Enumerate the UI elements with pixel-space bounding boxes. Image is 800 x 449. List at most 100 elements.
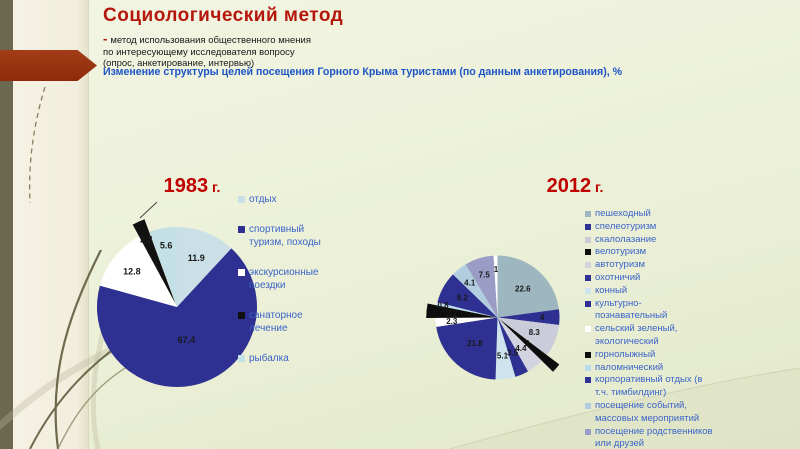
side-bar	[0, 0, 13, 449]
legend-label: пешеходный	[595, 208, 651, 219]
legend-item: рыбалка	[238, 352, 330, 365]
pie-slice-посещение-событий,-массовых-мероприятий	[452, 264, 498, 318]
slice-value-label: 21.8	[467, 339, 483, 348]
legend-item: велотуризм	[585, 246, 750, 259]
slice-value-label: 8.2	[457, 294, 469, 303]
legend-label: спортивный туризм, походы	[249, 224, 321, 248]
slice-value-label: 5.6	[160, 241, 173, 251]
legend-item: спортивный туризм, походы	[238, 223, 330, 249]
definition-dash: -	[103, 31, 108, 46]
legend-label: конный	[595, 284, 628, 296]
legend-item: культурно- познавательный	[585, 298, 750, 324]
legend-item: корпоративный отдых (в т.ч. тимбилдинг)	[585, 374, 750, 400]
legend-label: автотуризм	[595, 259, 646, 271]
definition-text: - метод использования общественного мнени…	[103, 31, 311, 70]
legend-item: экскурсионные поездки	[238, 266, 330, 292]
legend-item: санаторное лечение	[238, 309, 330, 335]
pie-chart-1983: 11.9 67.4 12.8 2.3 5.6	[97, 201, 257, 387]
definition-line-3: (опрос, анкетирование, интервью)	[103, 58, 255, 69]
legend-marker	[238, 226, 245, 233]
legend-item: охотничий	[585, 272, 750, 285]
slice-value-label: 7.5	[479, 271, 491, 280]
pie-slice-велотуризм	[499, 318, 560, 372]
legend-item: пешеходный	[585, 208, 750, 221]
pie-slice-спортивный-туризм,-походы	[97, 248, 257, 387]
pie-chart-2012: 22.6 4 8.3 24.43.55.1 21.8 2.33.20.8 8.2 4.17.5…	[426, 255, 560, 380]
pie-slice-экскурсионные-поездки	[99, 236, 177, 307]
legend-label: корпоративный отдых (в т.ч. тимбилдинг)	[595, 374, 703, 399]
page-title: Социологический метод	[103, 5, 344, 26]
pie-slice-посещение-родственников-или-друзей	[465, 255, 498, 318]
year-suffix: г.	[208, 179, 221, 195]
legend-item: горнолыжный	[585, 349, 750, 362]
year-label: 1983	[163, 175, 209, 197]
legend-marker	[585, 351, 591, 358]
legend-item: автотуризм	[585, 259, 750, 272]
slice-value-label: 11.9	[188, 253, 205, 263]
legend-marker	[585, 402, 591, 409]
legend-item: отдых	[238, 193, 330, 206]
legend-label: охотничий	[595, 271, 641, 283]
pie-slice-скалолазание	[497, 317, 560, 355]
pie-slice-рыбалка	[149, 227, 177, 307]
slice-value-label: 5.1	[497, 351, 509, 360]
legend-label: культурно- познавательный	[595, 297, 668, 322]
legend-label: рыбалка	[249, 353, 289, 364]
legend-marker	[585, 274, 591, 281]
legend-label: посещение родственников или друзей	[595, 425, 713, 449]
legend-marker	[238, 269, 245, 276]
legend-marker	[585, 326, 591, 333]
pie-slice-сельский-зеленый,-экологический	[435, 317, 498, 327]
pie-slice-горнолыжный	[426, 303, 498, 318]
slice-value-label: 12.8	[123, 266, 141, 276]
label-leader-line	[139, 201, 158, 219]
definition-line-1: метод использования общественного мнения	[110, 35, 311, 46]
pie-slice-санаторное-лечение	[132, 219, 176, 304]
slice-value-label: 3.5	[507, 349, 519, 358]
pie-slice-культурно--познавательный	[436, 317, 498, 380]
legend-marker	[585, 249, 591, 256]
legend-marker	[238, 312, 245, 319]
pie-slice-конный	[495, 317, 516, 380]
slice-value-label: 22.6	[515, 284, 531, 293]
legend-marker	[585, 236, 591, 243]
legend-marker	[585, 428, 591, 435]
legend-item: сельский зеленый, экологический	[585, 323, 750, 349]
legend-marker	[585, 287, 591, 294]
legend-marker	[585, 364, 591, 371]
chart-title-2012: 2012 г.	[500, 175, 650, 198]
slice-value-label: 67.4	[178, 335, 196, 345]
legend-label: паломнический	[595, 361, 664, 373]
year-suffix: г.	[591, 179, 604, 195]
legend-item: посещение родственников или друзей	[585, 426, 750, 449]
pie-slice-корпоративный-отдых-(в-т.ч.-тимбилдинг)	[437, 274, 498, 318]
pie-slice-охотничий	[497, 317, 529, 377]
pie-slice-пешеходный	[497, 255, 559, 318]
legend-marker	[238, 355, 245, 362]
legend-marker	[585, 223, 591, 230]
legend-label: велотуризм	[595, 246, 647, 258]
legend-marker	[585, 300, 591, 307]
legend-label: экскурсионные поездки	[249, 267, 319, 291]
slice-value-label: 4.1	[464, 278, 476, 287]
legend-2012: пешеходный спелеотуризм скалолазание велоту…	[585, 208, 750, 449]
pie-slice-автотуризм	[497, 317, 542, 372]
definition-line-2: по интересующему исследователя вопросу	[103, 46, 295, 58]
slice-value-label: 0.8	[438, 301, 450, 310]
slice-value-label: 1	[494, 265, 499, 274]
legend-item: скалолазание	[585, 234, 750, 247]
slice-value-label: 2.3	[446, 317, 458, 326]
legend-label: спелеотуризм	[595, 220, 657, 232]
slice-value-label: 2	[525, 339, 530, 348]
legend-label: санаторное лечение	[249, 310, 303, 334]
legend-marker	[585, 211, 591, 217]
pie-slice-unlabeled	[493, 255, 498, 318]
slice-value-label: 3.2	[446, 309, 458, 318]
slice-value-label: 4	[540, 313, 545, 322]
legend-label: посещение событий, массовых мероприятий	[595, 399, 700, 424]
legend-item: паломнический	[585, 362, 750, 375]
slice-value-label: 4.4	[515, 344, 527, 353]
pie-slice-паломнический	[436, 302, 498, 318]
legend-marker	[585, 377, 591, 384]
